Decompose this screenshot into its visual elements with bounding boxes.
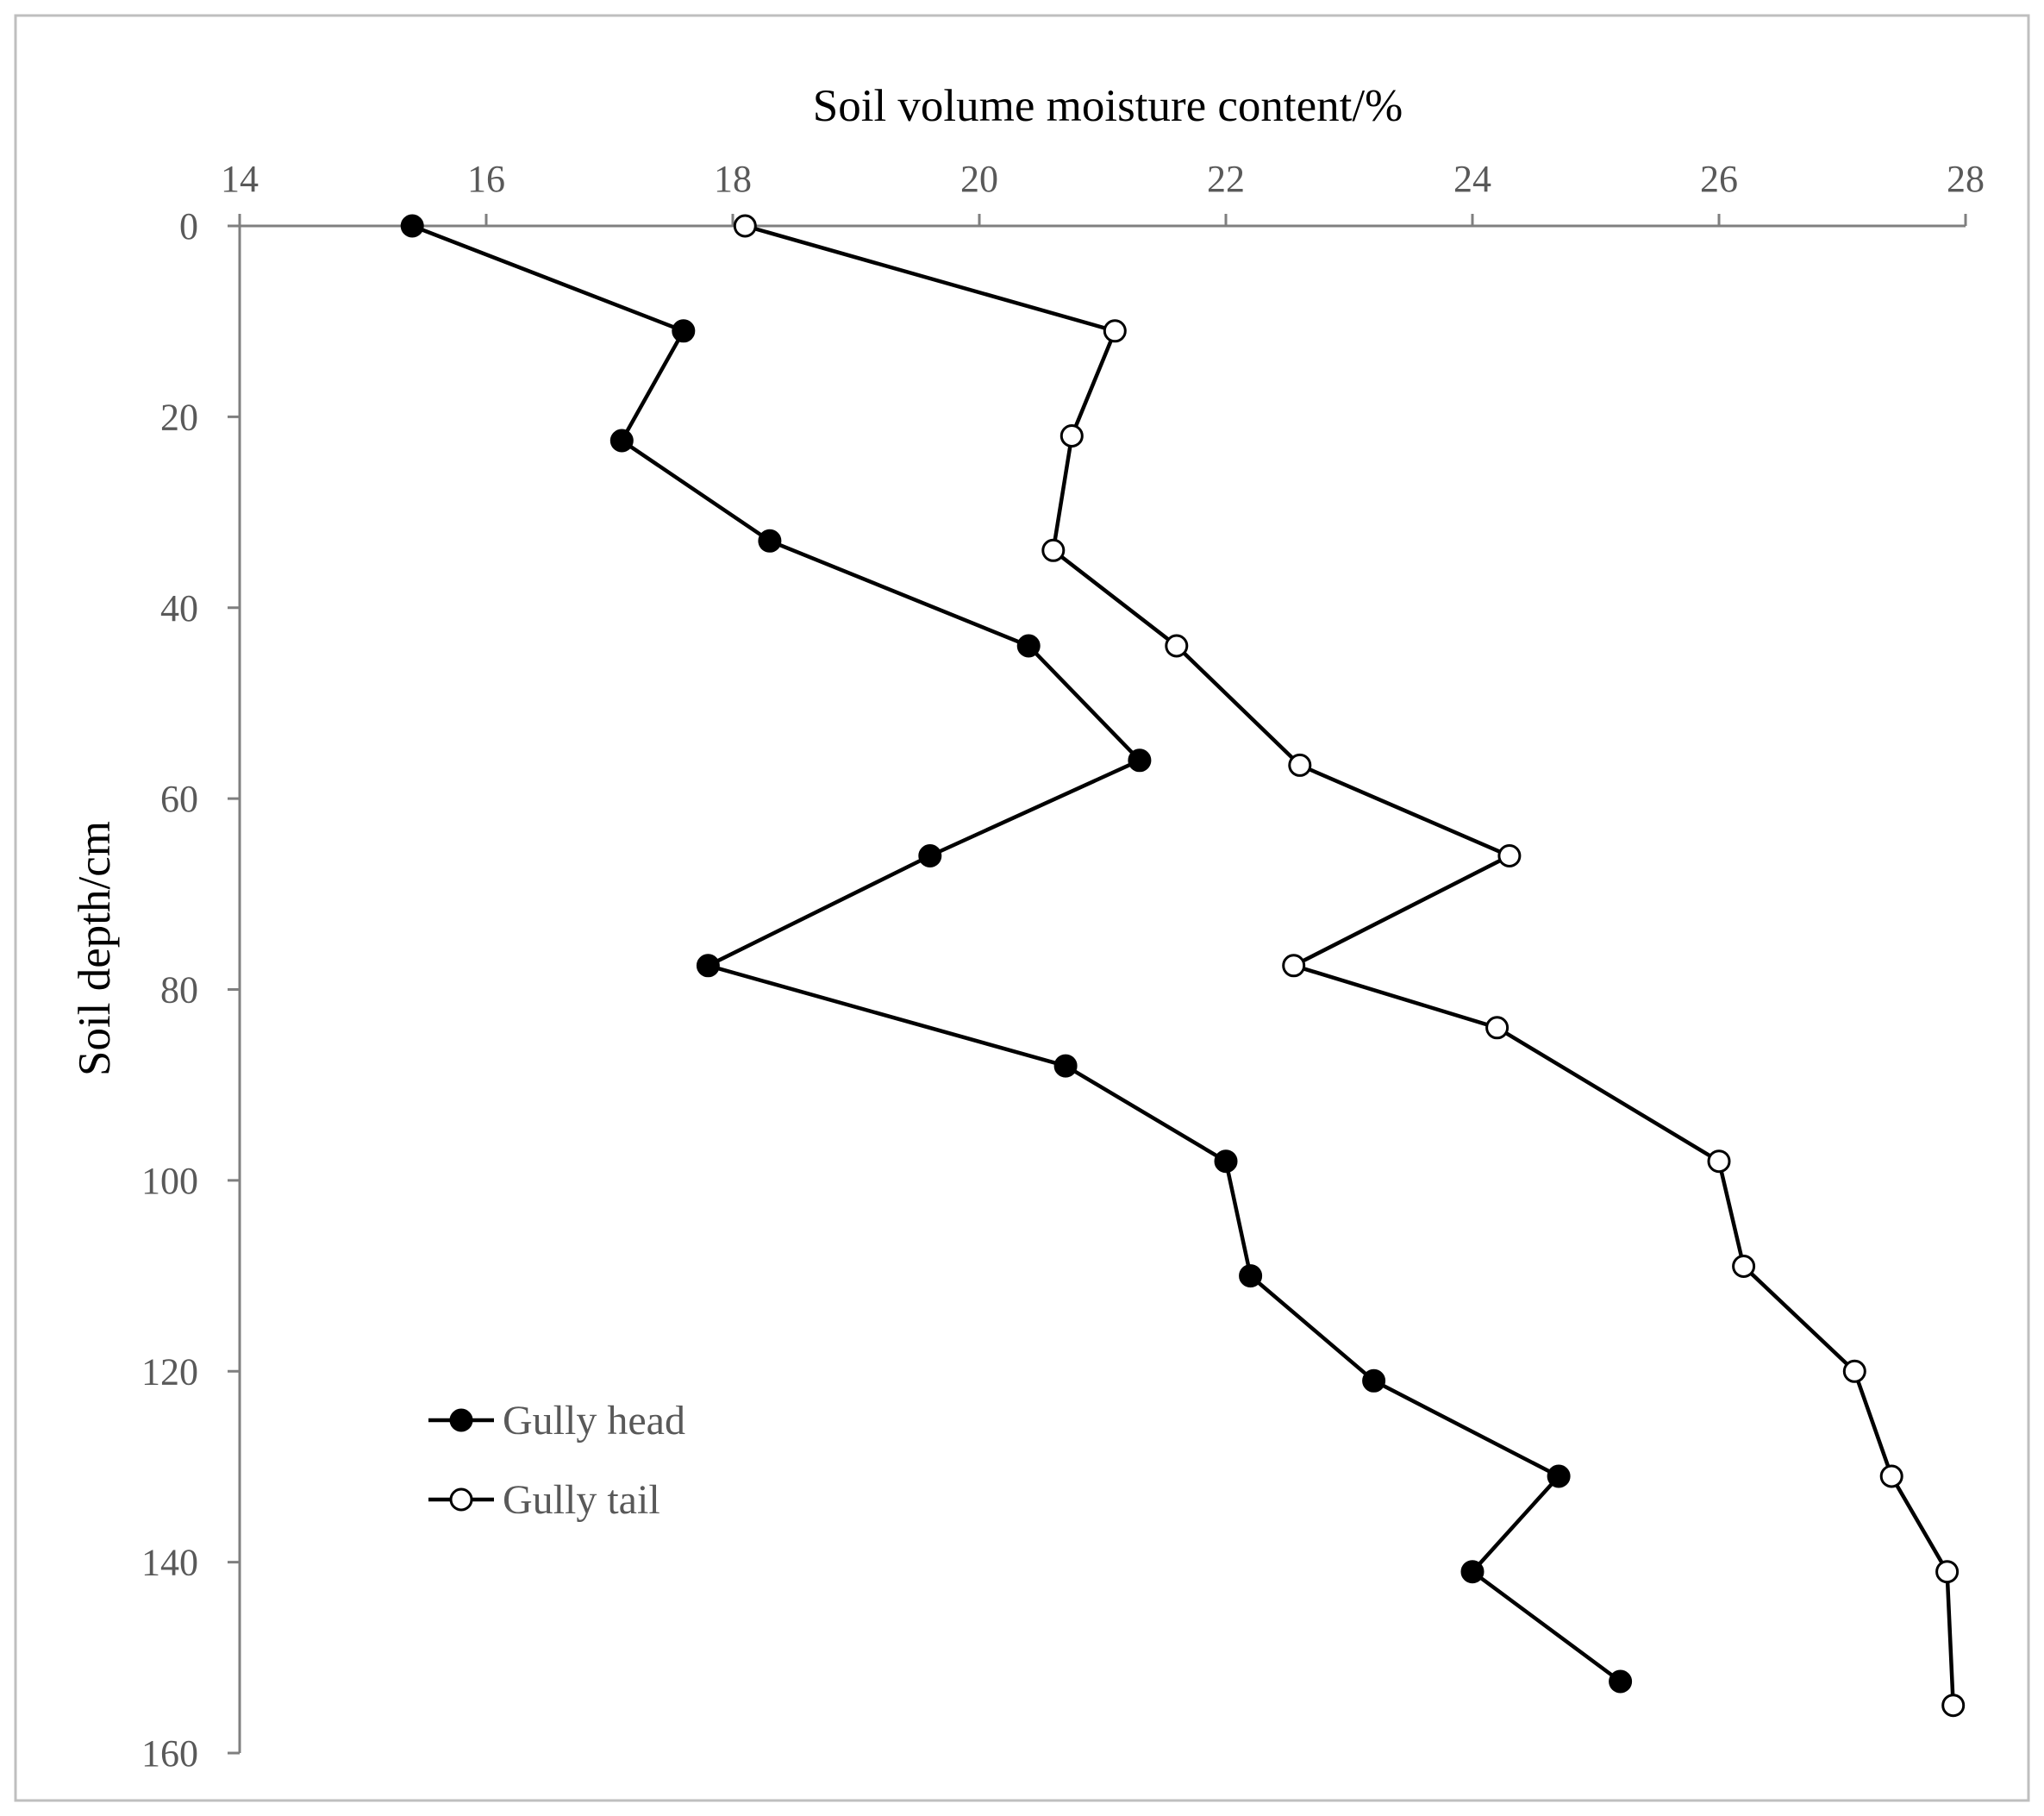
data-point-filled (918, 844, 942, 867)
data-point-filled (1128, 748, 1152, 773)
data-point-open (1732, 1255, 1756, 1278)
data-point-open (1165, 634, 1189, 658)
x-tick-label: 22 (1207, 158, 1245, 200)
data-point-filled (1362, 1368, 1386, 1393)
series-2 (733, 214, 1966, 1718)
data-point-open (1941, 1694, 1966, 1718)
legend: Gully head Gully tail (428, 1398, 685, 1523)
data-point-filled (1547, 1464, 1571, 1488)
data-point-filled (1609, 1669, 1633, 1694)
data-point-filled (696, 954, 720, 978)
data-point-filled (1460, 1560, 1485, 1584)
y-tick-label: 20 (160, 396, 198, 438)
y-tick-label: 140 (141, 1542, 198, 1584)
legend-marker (449, 1487, 473, 1512)
chart-frame (14, 14, 2030, 1802)
data-point-open (733, 214, 757, 238)
data-point-open (1288, 753, 1312, 777)
y-tick-label: 40 (160, 587, 198, 629)
data-point-filled (400, 214, 424, 238)
data-point-open (1485, 1016, 1510, 1040)
y-tick-label: 120 (141, 1350, 198, 1393)
data-point-open (1282, 954, 1306, 978)
data-point-open (1497, 844, 1522, 867)
legend-label: Gully head (503, 1398, 685, 1443)
data-point-filled (1214, 1149, 1238, 1174)
data-point-open (1041, 538, 1066, 562)
x-tick-label: 26 (1700, 158, 1738, 200)
data-point-filled (758, 529, 782, 553)
y-axis-title: Soil depth/cm (70, 821, 120, 1076)
y-tick-label: 0 (179, 205, 198, 247)
data-point-open (1935, 1560, 1960, 1584)
data-point-filled (609, 429, 634, 453)
data-point-open (1879, 1464, 1903, 1488)
series-1 (400, 214, 1633, 1694)
y-tick-label: 160 (141, 1732, 198, 1775)
data-point-open (1842, 1359, 1866, 1383)
y-tick-label: 60 (160, 778, 198, 820)
x-tick-label: 18 (714, 158, 752, 200)
y-tick-label: 100 (141, 1160, 198, 1202)
x-axis-title: Soil volume moisture content/% (813, 81, 1403, 131)
data-point-open (1060, 424, 1084, 448)
data-point-open (1707, 1149, 1731, 1174)
legend-marker (449, 1408, 473, 1432)
x-tick-label: 16 (467, 158, 505, 200)
axes: 14 16 18 20 22 24 26 28 0 20 40 60 80 100 120 140 160 (141, 158, 1985, 1775)
x-tick-label: 28 (1947, 158, 1985, 200)
data-point-open (1103, 319, 1127, 343)
data-point-filled (1016, 634, 1041, 658)
data-point-filled (672, 319, 696, 343)
x-tick-label: 24 (1453, 158, 1491, 200)
legend-label: Gully tail (503, 1477, 660, 1523)
x-tick-label: 20 (960, 158, 998, 200)
y-tick-label: 80 (160, 969, 198, 1011)
series-layer (400, 214, 1966, 1718)
data-point-filled (1053, 1054, 1078, 1078)
data-point-filled (1239, 1264, 1263, 1288)
x-tick-label: 14 (221, 158, 259, 200)
